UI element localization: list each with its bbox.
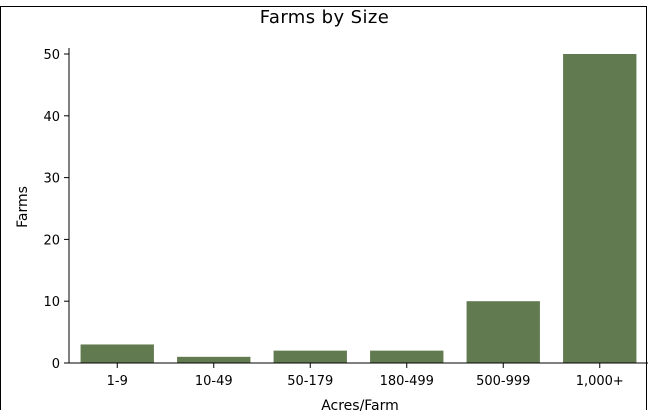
x-tick-label: 1-9	[107, 374, 128, 389]
x-axis-label: Acres/Farm	[321, 398, 399, 411]
y-tick-label: 30	[43, 172, 60, 187]
x-tick-label: 50-179	[287, 374, 333, 389]
bars-group	[80, 54, 637, 363]
y-tick-label: 50	[43, 48, 60, 63]
bar-5	[563, 54, 637, 363]
y-axis-label: Farms	[15, 186, 31, 228]
y-tick-label: 20	[43, 233, 60, 248]
x-tick-label: 500-999	[476, 374, 530, 389]
bar-4	[466, 301, 540, 363]
chart-border	[0, 6, 647, 410]
x-tick-label: 1,000+	[576, 374, 624, 389]
bar-3	[370, 350, 444, 363]
bar-1	[177, 356, 251, 363]
x-axis: 1-9 10-49 50-179 180-499 500-999 1,000+	[69, 362, 648, 389]
bar-0	[80, 344, 154, 363]
bar-2	[273, 350, 347, 363]
y-tick-label: 40	[43, 110, 60, 125]
y-tick-label: 10	[43, 295, 60, 310]
y-axis: 0 10 20 30 40 50	[43, 48, 70, 372]
y-tick-label: 0	[52, 357, 60, 372]
x-tick-label: 180-499	[380, 374, 434, 389]
x-tick-label: 10-49	[195, 374, 233, 389]
